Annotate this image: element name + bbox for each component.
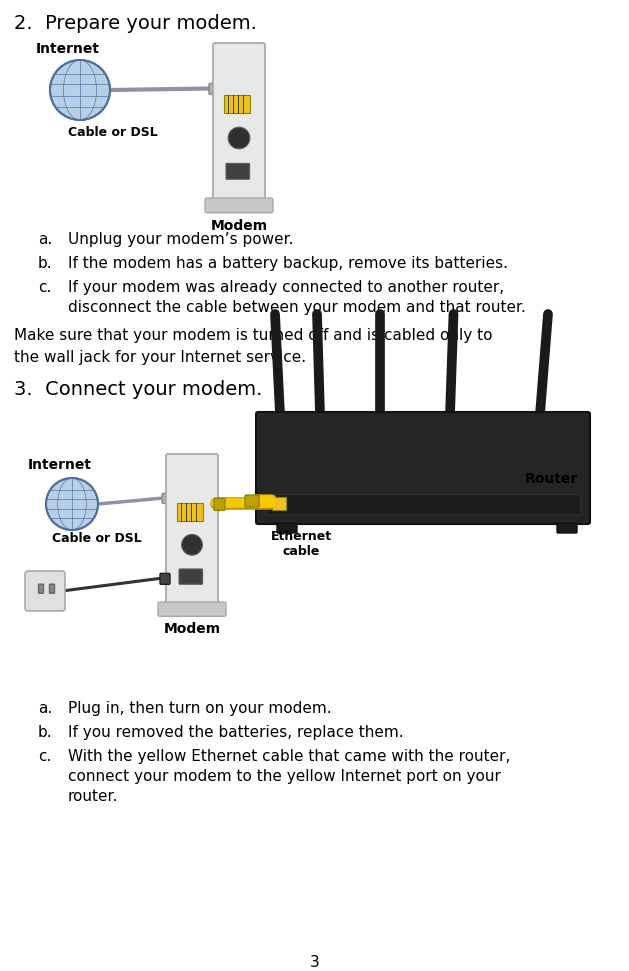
FancyBboxPatch shape (205, 198, 273, 213)
FancyBboxPatch shape (209, 84, 218, 94)
Text: connect your modem to the yellow Internet port on your: connect your modem to the yellow Interne… (68, 769, 501, 784)
FancyBboxPatch shape (245, 495, 259, 507)
Text: a.: a. (38, 232, 52, 247)
FancyBboxPatch shape (160, 573, 170, 585)
Text: Internet: Internet (28, 458, 92, 472)
Text: Cable or DSL: Cable or DSL (68, 126, 158, 139)
Text: Modem: Modem (164, 622, 221, 636)
Circle shape (228, 127, 250, 149)
Text: disconnect the cable between your modem and that router.: disconnect the cable between your modem … (68, 300, 526, 315)
FancyBboxPatch shape (38, 585, 43, 593)
Text: the wall jack for your Internet service.: the wall jack for your Internet service. (14, 350, 306, 365)
FancyBboxPatch shape (256, 412, 590, 524)
Circle shape (182, 534, 203, 555)
Text: b.: b. (38, 256, 53, 271)
Text: If your modem was already connected to another router,: If your modem was already connected to a… (68, 280, 504, 295)
Text: 2.  Prepare your modem.: 2. Prepare your modem. (14, 14, 257, 33)
Text: Ethernet
cable: Ethernet cable (270, 530, 331, 558)
Text: b.: b. (38, 725, 53, 740)
Circle shape (46, 478, 98, 530)
Text: Internet: Internet (36, 42, 100, 56)
FancyBboxPatch shape (50, 585, 55, 593)
FancyBboxPatch shape (224, 94, 250, 114)
Text: Router: Router (525, 472, 578, 486)
FancyBboxPatch shape (162, 493, 171, 503)
Text: With the yellow Ethernet cable that came with the router,: With the yellow Ethernet cable that came… (68, 749, 510, 764)
Text: Cable or DSL: Cable or DSL (52, 532, 142, 545)
Text: 3.  Connect your modem.: 3. Connect your modem. (14, 380, 262, 399)
Text: Modem: Modem (211, 218, 267, 233)
FancyBboxPatch shape (557, 523, 577, 533)
FancyBboxPatch shape (272, 497, 286, 510)
FancyBboxPatch shape (166, 454, 218, 606)
FancyBboxPatch shape (179, 569, 203, 585)
Text: a.: a. (38, 701, 52, 716)
Text: 3: 3 (309, 955, 320, 970)
Text: router.: router. (68, 789, 118, 804)
FancyBboxPatch shape (226, 163, 250, 180)
FancyBboxPatch shape (214, 498, 225, 511)
FancyBboxPatch shape (25, 571, 65, 611)
Text: Unplug your modem’s power.: Unplug your modem’s power. (68, 232, 294, 247)
Text: If the modem has a battery backup, remove its batteries.: If the modem has a battery backup, remov… (68, 256, 508, 271)
FancyBboxPatch shape (213, 43, 265, 202)
FancyBboxPatch shape (158, 602, 226, 617)
Text: Make sure that your modem is turned off and is cabled only to: Make sure that your modem is turned off … (14, 328, 493, 343)
Text: Plug in, then turn on your modem.: Plug in, then turn on your modem. (68, 701, 331, 716)
Text: c.: c. (38, 749, 52, 764)
Text: c.: c. (38, 280, 52, 295)
FancyBboxPatch shape (177, 503, 203, 521)
FancyBboxPatch shape (277, 523, 297, 533)
Circle shape (50, 60, 110, 120)
Text: If you removed the batteries, replace them.: If you removed the batteries, replace th… (68, 725, 404, 740)
FancyBboxPatch shape (266, 494, 580, 514)
